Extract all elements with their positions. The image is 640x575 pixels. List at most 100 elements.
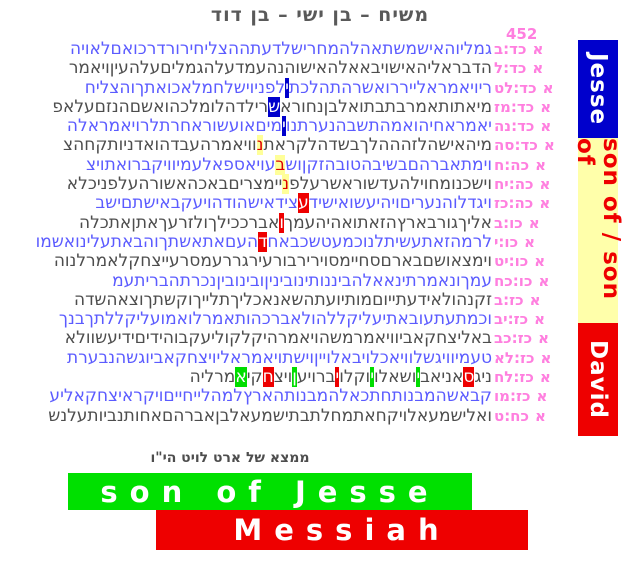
verse-book: א [524, 232, 535, 251]
matrix-letters: ויגדלוהנעריםויהיעשואישיד [308, 193, 492, 214]
highlighted-letter: נ [282, 174, 290, 195]
verse-reference: א כו:כח [492, 272, 572, 291]
verse-reference: א כה:ח [492, 156, 572, 175]
matrix-row-text: וימצאושםבארםסחיימסוירירבורעירגררעמסרעייצ… [54, 252, 492, 271]
matrix-letters: רילדהלומלכהואשםהנזםעלאפ [52, 96, 269, 117]
matrix-letters: ריויאמראלייררואשרהתהלכת [288, 77, 492, 98]
verse-book: א [542, 78, 554, 97]
matrix-letters: אברככילךולזרעךאתןאתכלה [78, 212, 280, 233]
matrix-row: ניגסאניאביושאלויוקלויברויעןויצחקיאמרליה [0, 367, 492, 388]
page-title: משיח – בן ישי – בן דוד [210, 4, 430, 26]
matrix-row-text: וישכנומחוילהעדשוראשרעלפניימצריםבאכהאשורה… [66, 174, 492, 195]
matrix-letters: יאמראחיהואמהתשבהנערתנו [285, 116, 492, 137]
matrix-letters: טעמיוויגשלוויאכלויבאלוייןוישתויאמראליויצ… [67, 347, 492, 368]
matrix-letters: ושאלו [374, 367, 417, 388]
verse-book: א [534, 252, 546, 271]
verse-book: א [543, 136, 555, 155]
source-caption: ממצא של ארט לויט הי"ו [150, 450, 310, 466]
matrix-row: זקנהולאידעתייוםמותיועתהשאנאכליךתלייךוקשת… [0, 290, 492, 310]
verse-reference: א כד:מז [492, 98, 572, 117]
verse-number: כו:י [494, 232, 519, 251]
matrix-row-text: עמךונאמרתינאאלהביננותינוביניןובינוביןנכר… [112, 270, 492, 291]
matrix-letters: צידאישהודהויעקבאישתםישב [95, 193, 299, 214]
verse-book: א [540, 348, 552, 367]
matrix-row: הדבראליהאישויבאאלהאישוהנהעמדעלהגמליםעלהע… [0, 59, 492, 78]
highlighted-letter: ש [268, 96, 281, 117]
matrix-row-text: ויגדלוהנעריםויהיעשואישידעצידאישהודהויעקב… [95, 193, 492, 214]
verse-number: כז:מו [494, 387, 531, 406]
matrix-row: ואלישמעאלויקחאתמחלתבתישמעאלבןאברהםאחותנב… [0, 405, 492, 426]
matrix-letters: ואלישמעאלויקחאתמחלתבתישמעאלבןאברהםאחותנב… [48, 405, 492, 426]
matrix-row: ריויאמראלייררואשרהתהלכתילפניוישלחמלאכואת… [0, 77, 492, 98]
page-number: 452 [506, 25, 538, 43]
verse-reference: א כו:י [492, 233, 572, 252]
matrix-letters: וישכנומחוילהעדשוראשרעלפ [289, 174, 492, 195]
banner-messiah: Messiah [156, 510, 528, 550]
matrix-row-text: מיאתותאמרבתבתואלבןנחוראשרילדהלומלכהואשםה… [52, 96, 492, 117]
matrix-letters: עויאספאלעמיוויקברואתויצ [86, 154, 276, 175]
matrix-letters: יימצריםבאכהאשורהעלפניכלא [66, 174, 283, 195]
matrix-row: טעמיוויגשלוויאכלויבאלוייןוישתויאמראליויצ… [0, 347, 492, 368]
verse-reference: א כז:לא [492, 349, 572, 368]
banner-son-of-jesse: son of Jesse [68, 473, 472, 510]
label-son-of: son of / son of [572, 138, 624, 323]
matrix-row-text: זקנהולאידעתייוםמותיועתהשאנאכליךתלייךוקשת… [74, 290, 492, 310]
matrix-row: קבאשהמבנותחתכאלהמבנותהארץלמהלייחייםויקרא… [0, 387, 492, 406]
verse-number: כד:ב [494, 40, 527, 58]
matrix-letters: מרליה [189, 367, 236, 388]
matrix-row-text: טעמיוויגשלוויאכלויבאלוייןוישתויאמראליויצ… [67, 347, 492, 368]
highlighted-letter: נ [256, 135, 264, 156]
verse-reference: א כד:ל [492, 59, 572, 78]
matrix-row: מיהאישהלזהההלךבשדהלקראתנוויאמרהעבדהואדני… [0, 135, 492, 156]
verse-book: א [529, 290, 541, 309]
matrix-row-text: וימתאברהםבשיבהטובהזקןושבעויאספאלעמיוויקב… [86, 154, 492, 175]
matrix-letters: מיםאועשוראחרתלרויאמראלה [66, 116, 283, 137]
verse-reference: א כד:לט [492, 79, 572, 98]
verse-reference: א כו:ב [492, 214, 572, 233]
verse-number: כח:ט [494, 406, 529, 425]
verse-number: כד:לט [494, 78, 537, 97]
matrix-row-text: ריויאמראלייררואשרהתהלכתילפניוישלחמלאכואת… [85, 77, 492, 98]
matrix-letters: באליצחקאביוויאמרמשהויאמרהיקלקוליעקבוהידי… [64, 328, 492, 349]
verse-reference: א כה:כז [492, 194, 572, 213]
verse-book: א [535, 155, 547, 174]
verse-number: כז:לח [494, 368, 534, 387]
matrix-letters: וימצאושםבארםסחיימסוירירבורעירגררעמסרעייצ… [53, 251, 492, 272]
matrix-letters: וכמתעתעובאתיעליקללהולאברכהותאמרלואמועליק… [58, 309, 492, 330]
verse-number: כד:מז [494, 97, 535, 116]
verse-number: כו:יט [494, 252, 529, 271]
verse-book: א [532, 40, 544, 58]
verse-number: כה:יח [494, 175, 534, 194]
matrix-row-text: ואלישמעאלויקחאתמחלתבתישמעאלבןאברהםאחותנב… [48, 405, 492, 426]
matrix-letters: עמךונאמרתינאאלהביננותינוביניןובינוביןנכר… [112, 270, 492, 291]
matrix-letters: קי [246, 367, 263, 388]
matrix-row-text: הדבראליהאישויבאאלהאישוהנהעמדעלהגמליםעלהע… [69, 59, 492, 78]
matrix-row: יאמראחיהואמהתשבהנערתנוימיםאועשוראחרתלרוי… [0, 116, 492, 137]
matrix-row: וימצאושםבארםסחיימסוירירבורעירגררעמסרעייצ… [0, 252, 492, 271]
matrix-row-text: גמליוהאישמשתאהלהמחרישלדעתההצליחירורדרכוא… [69, 39, 492, 59]
matrix-letters: העםאתאשתךוהבאתעלינואשמו [35, 231, 259, 252]
matrix-row-text: באליצחקאביוויאמרמשהויאמרהיקלקוליעקבוהידי… [65, 329, 492, 348]
verse-book: א [538, 271, 550, 290]
matrix-row: מיאתותאמרבתבתואלבןנחוראשרילדהלומלכהואשםה… [0, 96, 492, 117]
matrix-row: לרמהזאתעשיתלנוכמעטשכבאחדהעםאתאשתךוהבאתעל… [0, 231, 492, 252]
verse-number: כה:כז [494, 194, 534, 213]
matrix-letters: מיאתותאמרבתבתואלבןנחורא [280, 96, 492, 117]
matrix-row-text: וכמתעתעובאתיעליקללהולאברכהותאמרלואמועליק… [59, 310, 492, 329]
matrix-letters: וקלו [339, 367, 371, 388]
verse-reference: א כז:מו [492, 387, 572, 406]
matrix-letters: ניג [474, 367, 492, 388]
highlighted-letter: ו [279, 212, 284, 233]
verse-book: א [538, 329, 550, 348]
matrix-row-text: מיהאישהלזהההלךבשדהלקראתנוויאמרהעבדהואדני… [63, 135, 492, 156]
verse-book: א [539, 368, 551, 387]
verse-reference: א כד:נה [492, 117, 572, 136]
matrix-letters: לרמהזאתעשיתלנוכמעטשכבאח [267, 231, 492, 252]
matrix-letters: וימתאברהםבשיבהטובהזקןוש [285, 154, 492, 175]
highlighted-letter: ב [275, 154, 286, 175]
matrix-row-text: אליךגורבארץהזאתואהיהעמךואברככילךולזרעךאת… [78, 212, 492, 233]
highlighted-letter: ח [262, 367, 274, 388]
verse-book: א [532, 59, 544, 78]
matrix-letters: גמליוהאישמשתאהלהמחרישלדעתההצליחירורדרכוא… [69, 39, 492, 59]
verse-number: כז:יב [494, 310, 529, 329]
